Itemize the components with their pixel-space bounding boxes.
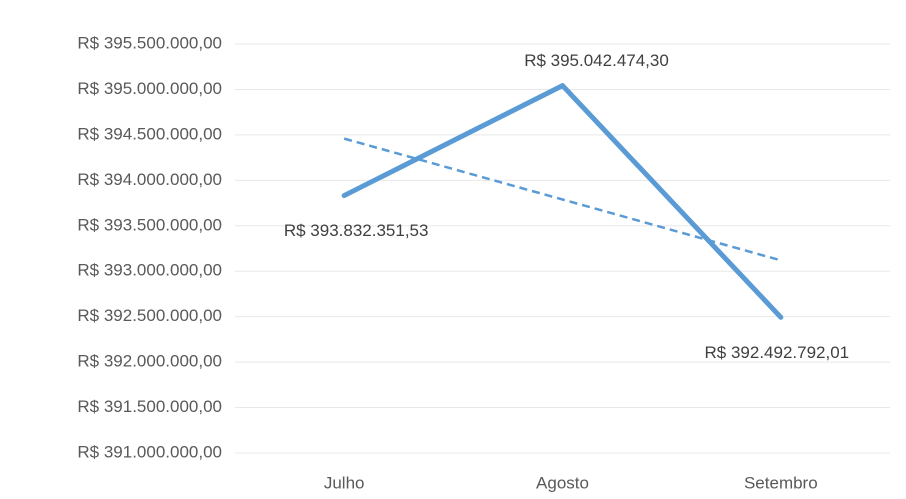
y-tick-label: R$ 392.000.000,00 bbox=[77, 352, 222, 371]
line bbox=[341, 83, 784, 320]
y-tick-label: R$ 391.500.000,00 bbox=[77, 397, 222, 416]
data-label: R$ 393.832.351,53 bbox=[284, 221, 429, 240]
y-tick-label: R$ 395.000.000,00 bbox=[77, 79, 222, 98]
y-tick-label: R$ 394.500.000,00 bbox=[77, 124, 222, 143]
y-tick-label: R$ 393.500.000,00 bbox=[77, 215, 222, 234]
y-tick-label: R$ 391.000.000,00 bbox=[77, 442, 222, 461]
data-label: R$ 395.042.474,30 bbox=[524, 51, 669, 70]
trendline bbox=[343, 137, 782, 262]
x-tick-label: Setembro bbox=[744, 473, 818, 492]
x-tick-label: Julho bbox=[324, 473, 365, 492]
y-tick-label: R$ 395.500.000,00 bbox=[77, 33, 222, 52]
x-tick-label: Agosto bbox=[536, 473, 589, 492]
data-label: R$ 392.492.792,01 bbox=[705, 343, 850, 362]
y-tick-label: R$ 392.500.000,00 bbox=[77, 306, 222, 325]
y-tick-label: R$ 394.000.000,00 bbox=[77, 170, 222, 189]
y-tick-label: R$ 393.000.000,00 bbox=[77, 261, 222, 280]
